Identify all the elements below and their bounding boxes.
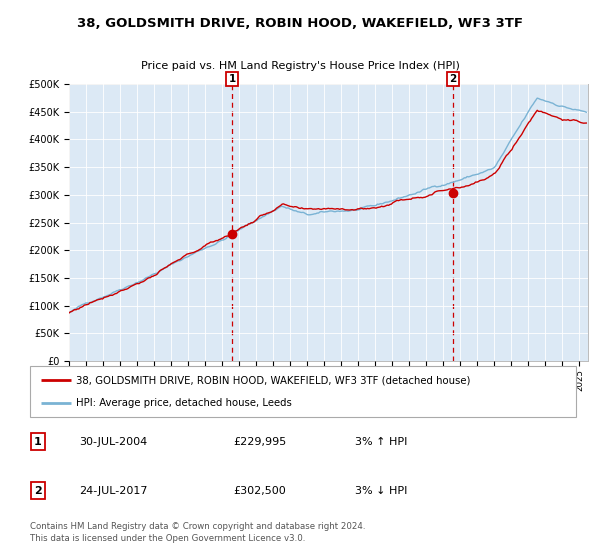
Text: Price paid vs. HM Land Registry's House Price Index (HPI): Price paid vs. HM Land Registry's House … xyxy=(140,60,460,71)
Text: 3% ↓ HPI: 3% ↓ HPI xyxy=(355,486,407,496)
Text: 24-JUL-2017: 24-JUL-2017 xyxy=(79,486,148,496)
Text: HPI: Average price, detached house, Leeds: HPI: Average price, detached house, Leed… xyxy=(76,398,292,408)
Text: £302,500: £302,500 xyxy=(234,486,287,496)
Text: Contains HM Land Registry data © Crown copyright and database right 2024.
This d: Contains HM Land Registry data © Crown c… xyxy=(29,522,365,543)
Text: 3% ↑ HPI: 3% ↑ HPI xyxy=(355,437,407,446)
Text: 1: 1 xyxy=(34,437,41,446)
Text: £229,995: £229,995 xyxy=(234,437,287,446)
Text: 2: 2 xyxy=(34,486,41,496)
FancyBboxPatch shape xyxy=(30,366,576,417)
Text: 38, GOLDSMITH DRIVE, ROBIN HOOD, WAKEFIELD, WF3 3TF: 38, GOLDSMITH DRIVE, ROBIN HOOD, WAKEFIE… xyxy=(77,17,523,30)
Text: 30-JUL-2004: 30-JUL-2004 xyxy=(79,437,148,446)
Text: 1: 1 xyxy=(229,74,236,84)
Text: 2: 2 xyxy=(449,74,457,84)
Text: 38, GOLDSMITH DRIVE, ROBIN HOOD, WAKEFIELD, WF3 3TF (detached house): 38, GOLDSMITH DRIVE, ROBIN HOOD, WAKEFIE… xyxy=(76,375,471,385)
